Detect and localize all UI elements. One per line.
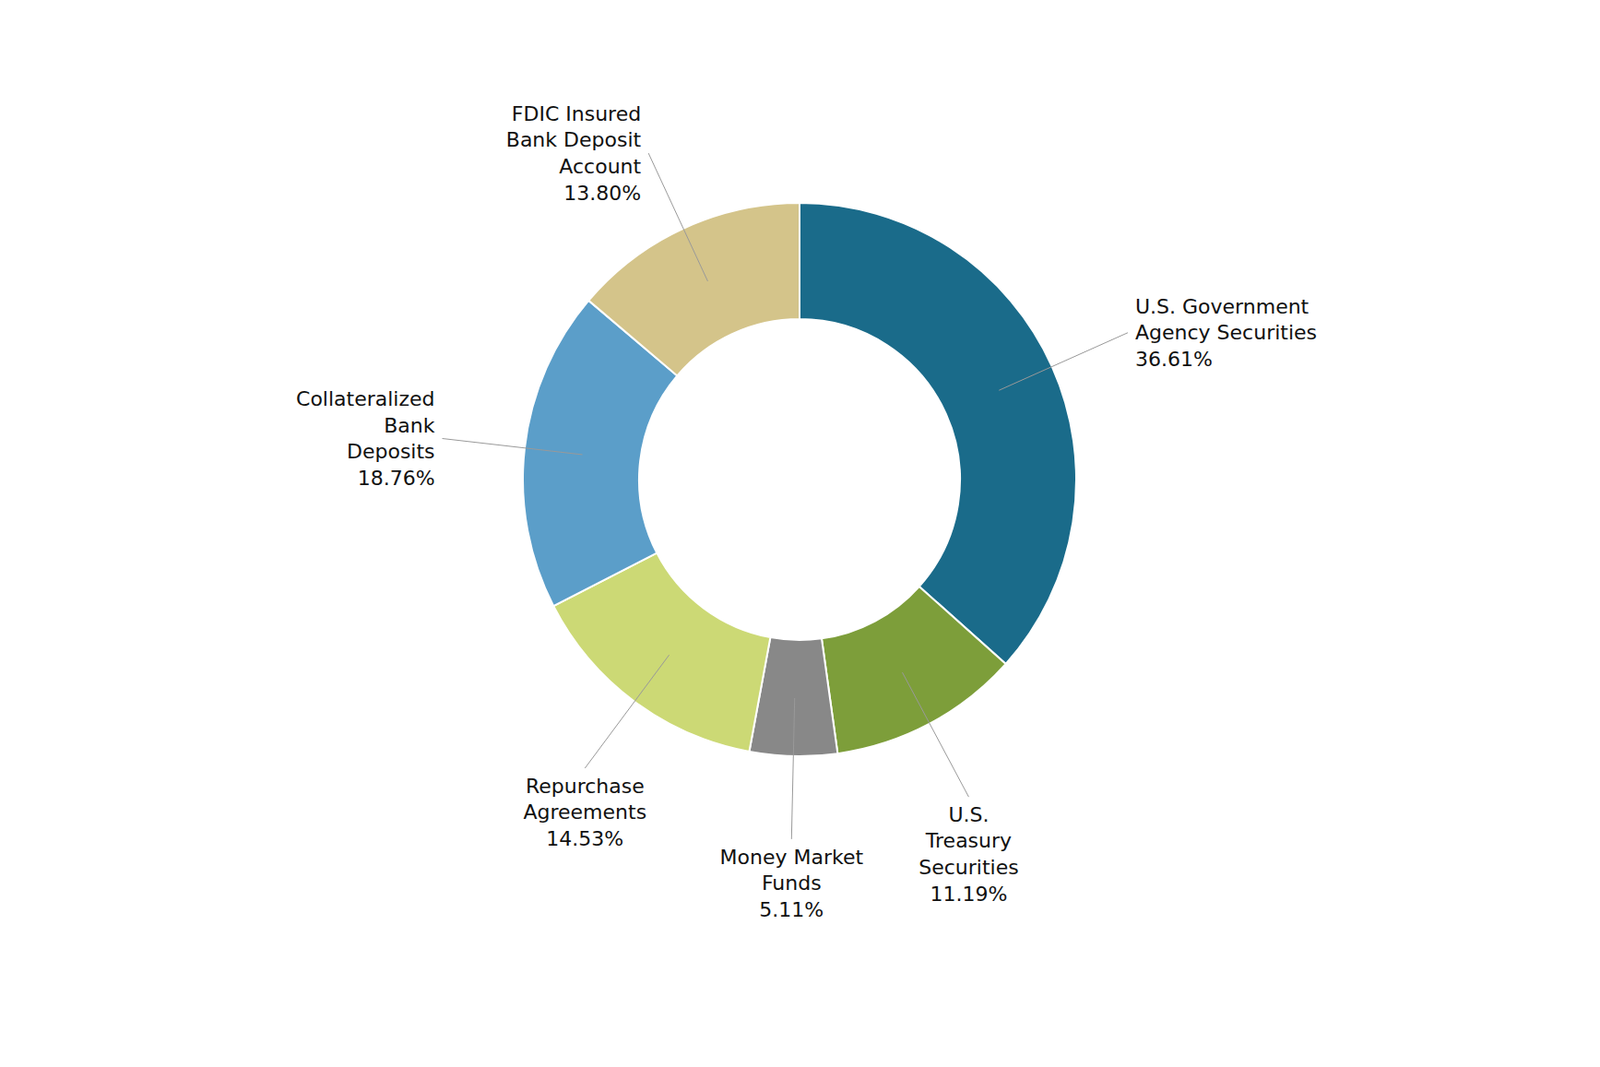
chart-svg: U.S. GovernmentAgency Securities36.61% U.… bbox=[0, 0, 1600, 1067]
value-label: 13.80% bbox=[563, 181, 641, 205]
value-label: 5.11% bbox=[758, 898, 824, 922]
category-label: FDIC InsuredBank DepositAccount bbox=[506, 102, 642, 178]
value-label: 11.19% bbox=[930, 882, 1008, 906]
labels: U.S. GovernmentAgency Securities36.61% U.… bbox=[296, 102, 1317, 922]
category-label: Money MarketFunds bbox=[720, 845, 865, 896]
leader-line bbox=[998, 332, 1128, 391]
leader-line bbox=[901, 672, 969, 797]
category-label: CollateralizedBankDeposits bbox=[296, 387, 436, 463]
leader-lines bbox=[442, 153, 1128, 840]
donut-slice bbox=[588, 202, 800, 376]
category-label: U.S. GovernmentAgency Securities bbox=[1135, 295, 1317, 345]
value-label: 36.61% bbox=[1135, 347, 1213, 371]
donut-slice bbox=[821, 586, 1007, 754]
category-label: U.S.TreasurySecurities bbox=[918, 803, 1019, 879]
background bbox=[0, 0, 1600, 1067]
chart-container: U.S. GovernmentAgency Securities36.61% U.… bbox=[0, 0, 1600, 1067]
slices bbox=[522, 202, 1077, 757]
leader-line bbox=[442, 438, 583, 454]
value-label: 14.53% bbox=[545, 827, 624, 851]
leader-line bbox=[648, 153, 708, 282]
leader-line bbox=[791, 698, 795, 840]
donut-slice bbox=[799, 202, 1077, 664]
value-label: 18.76% bbox=[357, 466, 436, 490]
category-label: RepurchaseAgreements bbox=[522, 774, 647, 825]
leader-line bbox=[584, 654, 669, 769]
